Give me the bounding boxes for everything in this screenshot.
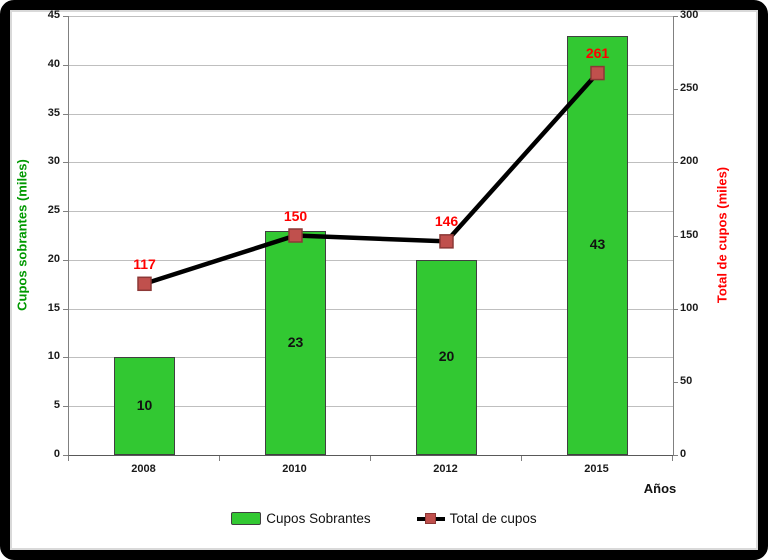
square-marker-icon	[439, 234, 454, 249]
y-right-tick	[673, 16, 678, 17]
right-axis-title: Total de cupos (miles)	[714, 166, 730, 304]
line-value-label: 117	[133, 255, 156, 272]
square-marker-icon	[137, 276, 152, 292]
y-left-tick	[63, 259, 68, 261]
x-tick	[219, 456, 220, 461]
y-left-tick-label: 0	[53, 448, 60, 460]
bar-series-swatch-icon	[231, 512, 262, 525]
x-tick-label: 2012	[433, 463, 458, 475]
y-right-tick-label: 150	[680, 228, 699, 241]
bar	[265, 230, 326, 455]
y-left-tick	[63, 113, 68, 115]
y-left-tick-label: 5	[53, 399, 60, 412]
x-tick-label: 2010	[282, 463, 307, 475]
line-value-label: 146	[434, 213, 459, 230]
legend-label-line: Total de cupos	[449, 511, 537, 526]
gridline	[69, 308, 673, 310]
y-right-tick-label: 50	[680, 374, 693, 387]
line-marker-icon	[416, 512, 445, 525]
y-right-tick	[673, 308, 678, 310]
y-right-tick	[673, 235, 678, 237]
gridline	[69, 211, 673, 213]
square-marker-icon	[590, 65, 605, 81]
y-left-tick-label: 30	[47, 155, 60, 168]
x-tick	[370, 456, 371, 461]
y-left-tick	[63, 162, 68, 164]
x-tick	[521, 456, 522, 461]
y-left-tick-label: 45	[47, 9, 60, 21]
line-series	[137, 65, 605, 292]
y-right-tick-label: 300	[680, 9, 699, 21]
legend-item-line: Total de cupos	[416, 511, 537, 526]
y-right-tick	[673, 89, 678, 91]
bar	[416, 259, 477, 455]
x-tick	[68, 456, 69, 461]
y-left-tick-label: 10	[47, 350, 60, 363]
x-tick-label: 2015	[584, 463, 609, 475]
y-left-tick	[63, 455, 68, 456]
y-left-tick	[63, 406, 68, 408]
plot-area: 10 23 20 43 117 150 146 261	[68, 16, 674, 456]
square-marker-icon	[424, 513, 436, 524]
gridline	[69, 162, 673, 164]
y-left-tick-label: 40	[47, 57, 60, 70]
x-tick	[672, 456, 673, 461]
y-right-tick-label: 200	[680, 155, 699, 168]
y-left-tick	[63, 211, 68, 213]
frame-pinstripe	[10, 10, 758, 550]
left-axis-title: Cupos sobrantes (miles)	[14, 159, 30, 311]
y-left-tick-label: 20	[47, 252, 60, 265]
line-path	[143, 71, 600, 286]
x-tick-label: 2008	[131, 463, 156, 475]
gridline	[69, 16, 673, 17]
y-left-tick-label: 25	[47, 204, 60, 217]
legend-item-bars: Cupos Sobrantes	[231, 511, 371, 526]
y-left-tick	[63, 16, 68, 17]
gridline	[69, 357, 673, 359]
y-left-tick	[63, 357, 68, 359]
bar-value-label: 43	[589, 236, 606, 253]
y-right-tick-label: 0	[680, 448, 687, 460]
line-value-label: 150	[283, 207, 308, 224]
bar	[114, 357, 175, 455]
square-marker-icon	[288, 228, 303, 243]
y-left-tick-label: 15	[47, 301, 60, 314]
y-right-tick	[673, 162, 678, 164]
y-right-tick	[673, 381, 678, 383]
y-left-tick	[63, 64, 68, 66]
gridline	[69, 406, 673, 408]
gridline	[69, 64, 673, 66]
bar-value-label: 23	[287, 333, 304, 350]
bar-value-label: 20	[438, 348, 455, 365]
y-right-tick-label: 100	[680, 301, 699, 314]
y-right-tick	[673, 455, 678, 456]
gridline	[69, 259, 673, 261]
y-left-tick-label: 35	[47, 106, 60, 119]
line-value-label: 261	[585, 45, 610, 62]
x-axis-title: Años	[643, 481, 677, 496]
legend: Cupos Sobrantes Total de cupos	[0, 511, 768, 526]
gridline	[69, 113, 673, 115]
y-right-tick-label: 250	[680, 82, 699, 95]
bar	[567, 35, 628, 455]
legend-label-bars: Cupos Sobrantes	[266, 511, 371, 526]
y-left-tick	[63, 308, 68, 310]
bar-value-label: 10	[136, 397, 153, 414]
